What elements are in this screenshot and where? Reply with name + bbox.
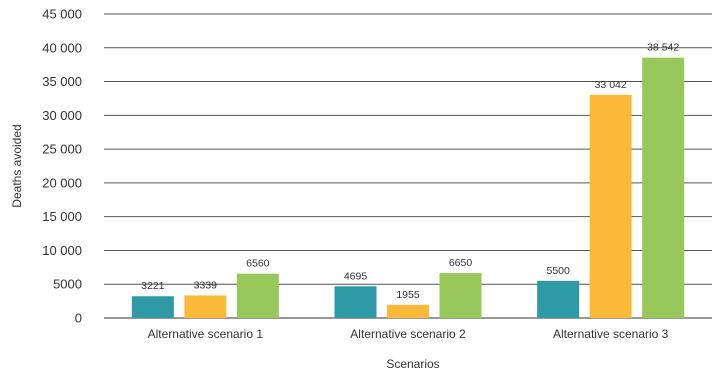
- x-axis-tick-labels: Alternative scenario 1 Alternative scenar…: [148, 327, 669, 341]
- bar: [334, 286, 377, 318]
- bar: [537, 280, 580, 318]
- y-tick-label: 5000: [53, 277, 82, 292]
- bar: [439, 273, 482, 318]
- x-tick-label: Alternative scenario 1: [148, 327, 264, 341]
- bar: [387, 304, 429, 318]
- bar: [131, 296, 174, 318]
- y-axis-title: Deaths avoided: [10, 124, 24, 207]
- data-label: 3339: [194, 279, 218, 291]
- y-tick-label: 10 000: [42, 243, 82, 258]
- bars: [131, 57, 685, 319]
- x-tick-label: Alternative scenario 3: [553, 327, 669, 341]
- y-tick-label: 25 000: [42, 142, 82, 157]
- data-label: 3221: [141, 280, 165, 292]
- y-tick-label: 15 000: [42, 209, 82, 224]
- y-tick-label: 20 000: [42, 175, 82, 190]
- data-label: 33 042: [595, 79, 627, 91]
- y-tick-label: 30 000: [42, 108, 82, 123]
- y-axis-tick-labels: 0 5000 10 000 15 000 20 000 25 000 30 000 35 00…: [42, 7, 82, 326]
- data-label: 38 542: [647, 42, 679, 54]
- x-tick-label: Alternative scenario 2: [350, 327, 466, 341]
- data-labels: 3221 3339 6560 4695 1955 6650 5500 33 042 38 542: [141, 42, 679, 301]
- x-axis-title: Scenarios: [386, 357, 439, 371]
- data-label: 6650: [449, 257, 473, 269]
- bar: [236, 273, 279, 318]
- bar: [642, 57, 685, 318]
- bar: [184, 295, 227, 318]
- bar: [589, 94, 632, 319]
- y-tick-label: 45 000: [42, 7, 82, 22]
- data-label: 6560: [246, 258, 270, 270]
- data-label: 4695: [344, 270, 368, 282]
- data-label: 1955: [396, 289, 420, 301]
- y-tick-label: 0: [75, 311, 82, 326]
- y-tick-label: 40 000: [42, 40, 82, 55]
- y-tick-label: 35 000: [42, 74, 82, 89]
- data-label: 5500: [546, 265, 570, 277]
